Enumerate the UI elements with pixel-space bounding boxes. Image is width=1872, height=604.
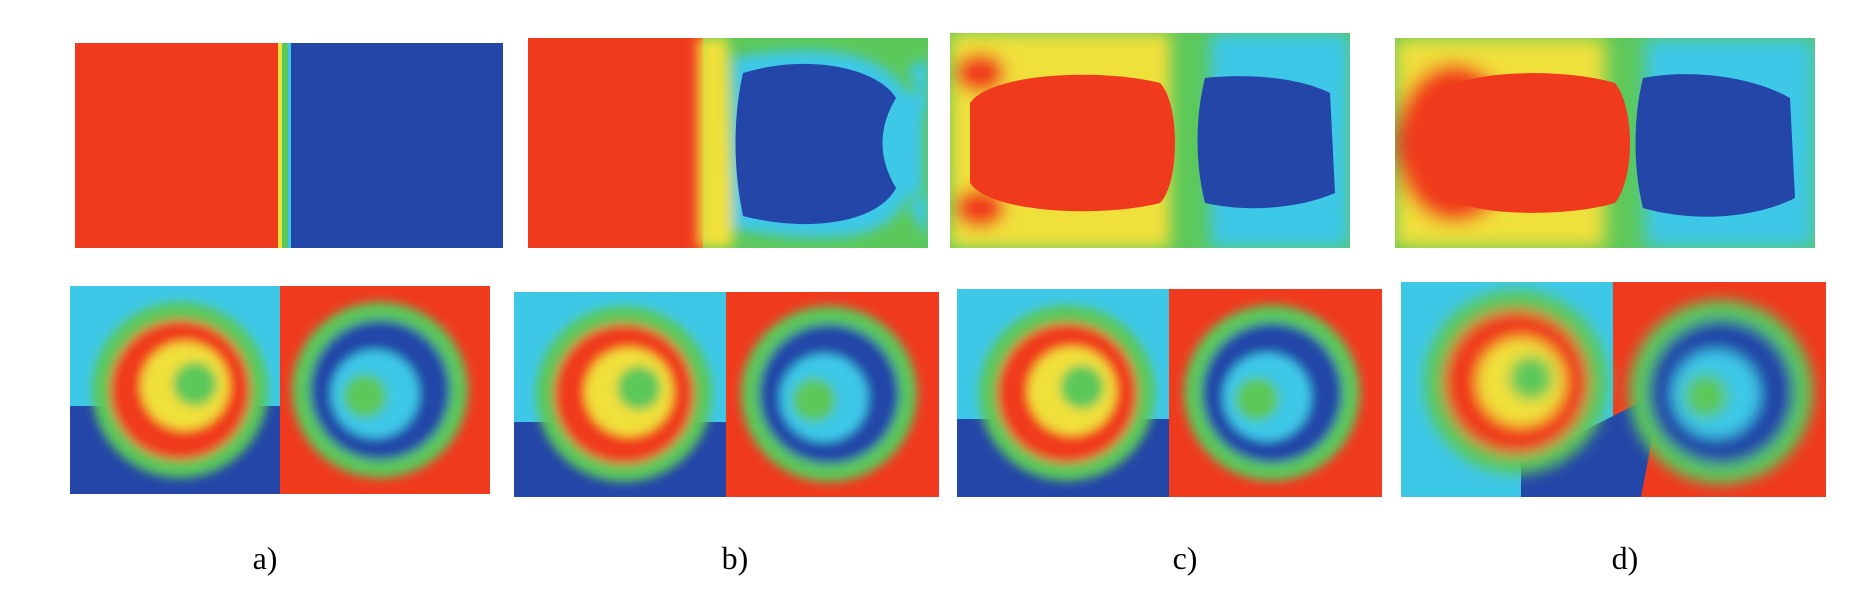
panel-d-bottom (1401, 282, 1826, 497)
panel-a-bottom (70, 286, 490, 494)
caption-b: b) (695, 540, 775, 577)
panel-b-bottom (514, 292, 939, 497)
panel-b-top (528, 38, 928, 248)
caption-a: a) (225, 540, 305, 577)
caption-d: d) (1585, 540, 1665, 577)
panel-a-top (75, 43, 503, 248)
panel-c-bottom (957, 289, 1382, 497)
caption-c: c) (1145, 540, 1225, 577)
panel-d-top (1395, 38, 1815, 248)
panel-c-top (950, 33, 1350, 248)
